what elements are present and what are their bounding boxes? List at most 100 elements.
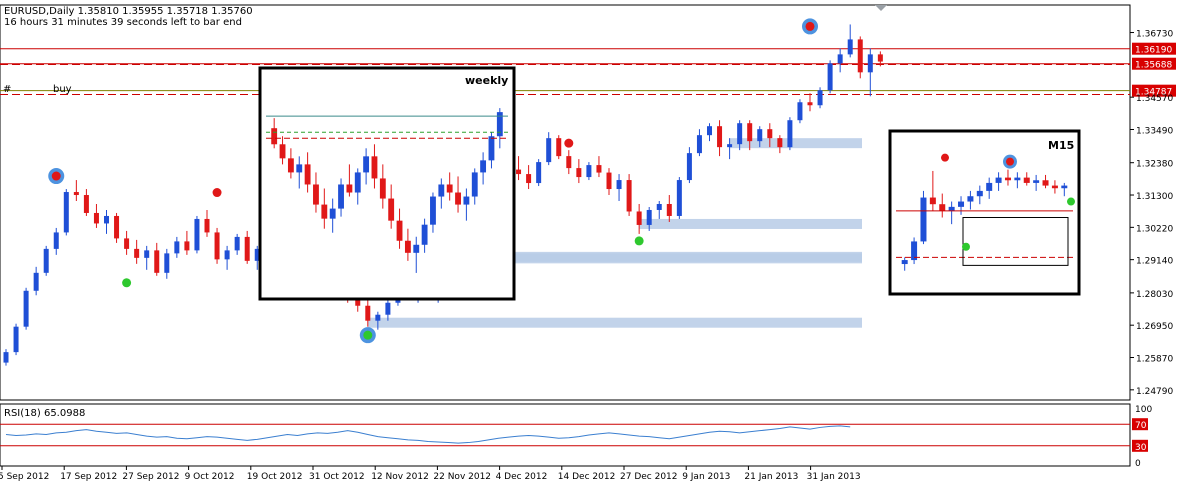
- time-label-9: 14 Dec 2012: [558, 472, 616, 482]
- m15-body-17: [1061, 185, 1068, 189]
- m15-body-8: [976, 190, 983, 197]
- zones-layer: [367, 138, 862, 328]
- candle-body-78: [787, 120, 793, 148]
- time-label-8: 4 Dec 2012: [496, 472, 548, 482]
- weekly-body-10: [354, 172, 361, 193]
- time-label-2: 27 Sep 2012: [122, 472, 179, 482]
- candle-body-20: [204, 218, 210, 233]
- symbol-line: EURUSD,Daily 1.35810 1.35955 1.35718 1.3…: [4, 6, 253, 17]
- m15-body-14: [1033, 180, 1040, 183]
- weekly-body-12: [371, 156, 378, 179]
- candle-body-14: [144, 250, 150, 258]
- weekly-body-1: [279, 144, 286, 159]
- weekly-body-19: [430, 196, 436, 225]
- m15-range-box: [962, 217, 1069, 266]
- candle-body-77: [777, 138, 783, 148]
- weekly-body-27: [496, 112, 503, 137]
- candle-body-66: [666, 203, 672, 216]
- candle-body-54: [546, 138, 552, 163]
- hash-label: #: [3, 84, 11, 95]
- weekly-body-16: [404, 240, 411, 253]
- rsi-badge-2: [1132, 439, 1148, 452]
- weekly-body-0: [271, 128, 278, 145]
- price-tick-label-1: 1.34570: [1136, 94, 1173, 104]
- rsi-badge-1: [1132, 418, 1148, 431]
- candle-body-74: [747, 123, 753, 142]
- insets-layer: [258, 66, 1081, 301]
- weekly-body-13: [379, 178, 386, 199]
- weekly-body-4: [304, 164, 311, 185]
- weekly-body-15: [396, 220, 403, 241]
- candle-body-62: [626, 180, 632, 212]
- scroll-indicator-icon: [875, 5, 887, 11]
- candle-body-65: [656, 203, 662, 210]
- weekly-body-3: [296, 164, 303, 173]
- weekly-body-9: [346, 184, 353, 193]
- m15-body-10: [995, 177, 1002, 183]
- rsi-panel: [0, 423, 1130, 447]
- time-label-13: 31 Jan 2013: [807, 472, 861, 482]
- weekly-body-24: [471, 172, 478, 197]
- m15-body-1: [911, 241, 918, 261]
- candle-body-25: [254, 248, 260, 261]
- weekly-body-21: [446, 184, 453, 193]
- weekly-body-7: [329, 208, 336, 219]
- price-tick-label-3: 1.32380: [1136, 160, 1173, 170]
- rsi-tick-label-1: 70: [1135, 421, 1147, 431]
- zone-3: [488, 253, 862, 264]
- candle-body-63: [636, 211, 642, 225]
- candle-body-21: [214, 232, 220, 260]
- m15-body-2: [920, 197, 927, 242]
- m15-marker-high: [1006, 157, 1014, 166]
- weekly-body-17: [413, 244, 420, 253]
- m15-body-11: [1004, 177, 1011, 181]
- candle-body-10: [104, 215, 109, 224]
- price-tick-label-0: 1.36730: [1136, 30, 1173, 40]
- candle-body-1: [13, 326, 19, 353]
- candle-body-85: [857, 39, 863, 73]
- time-label-3: 9 Oct 2012: [185, 472, 235, 482]
- weekly-box: [258, 66, 516, 301]
- candle-body-11: [114, 215, 120, 239]
- weekly-body-18: [421, 224, 428, 245]
- candle-body-0: [3, 352, 9, 363]
- m15-body-9: [986, 182, 993, 191]
- marker-dot-0: [51, 171, 61, 181]
- weekly-body-14: [388, 198, 395, 221]
- marker-dot-3: [363, 330, 373, 340]
- candle-body-17: [174, 241, 180, 254]
- candle-body-13: [134, 248, 140, 258]
- candle-body-8: [83, 195, 89, 213]
- m15-body-5: [948, 206, 955, 211]
- candle-body-2: [23, 290, 29, 327]
- candle-body-58: [586, 165, 592, 178]
- price-badge-0: [1132, 42, 1176, 55]
- candle-body-70: [707, 126, 712, 136]
- candle-body-67: [676, 180, 682, 216]
- candle-body-72: [727, 144, 733, 148]
- m15-body-16: [1051, 185, 1058, 189]
- weekly-body-5: [313, 184, 319, 205]
- levels-layer: 1.36190 1.35688 1.34787: [0, 42, 1176, 98]
- candle-body-5: [53, 232, 59, 249]
- candle-body-12: [124, 238, 130, 249]
- candle-body-68: [686, 153, 692, 181]
- candles-layer[interactable]: [3, 24, 883, 366]
- weekly-body-6: [321, 204, 328, 219]
- marker-dot-2: [212, 188, 222, 198]
- candle-body-9: [93, 212, 99, 224]
- candle-body-82: [827, 63, 833, 91]
- time-label-1: 17 Sep 2012: [60, 472, 117, 482]
- candle-body-22: [224, 250, 230, 260]
- price-tick-label-2: 1.33490: [1136, 126, 1173, 136]
- weekly-body-2: [287, 158, 294, 173]
- m15-body-0: [901, 260, 908, 265]
- candle-body-23: [234, 236, 240, 251]
- rsi-tick-label-0: 100: [1135, 405, 1152, 415]
- candle-body-52: [526, 174, 532, 184]
- candle-body-53: [536, 162, 542, 184]
- candle-body-86: [867, 54, 873, 73]
- m15-body-6: [958, 201, 965, 207]
- zone-1: [729, 138, 862, 149]
